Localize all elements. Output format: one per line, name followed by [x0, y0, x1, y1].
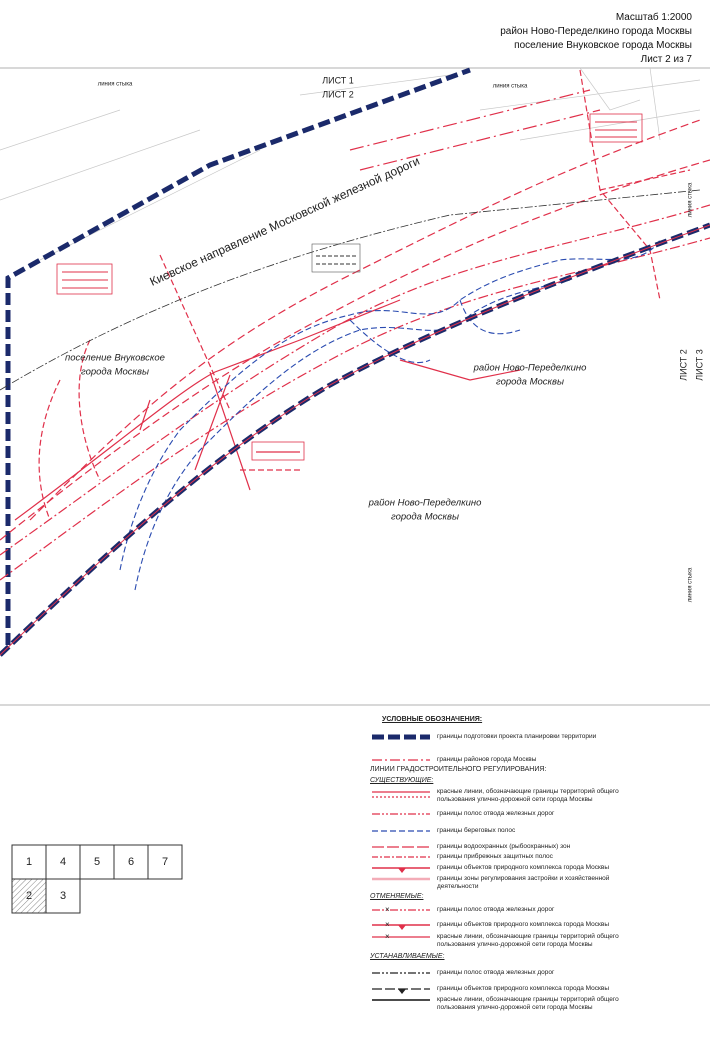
stamps [56, 113, 643, 461]
map-label: линия стыка [688, 182, 694, 217]
legend-sample [398, 925, 406, 930]
legend-cross: × [385, 920, 390, 929]
legend-label: границы полос отвода железных дорог [437, 906, 555, 913]
legend-label: границы районов города Москвы [437, 756, 537, 763]
sheet-label: ЛИСТ 2 [678, 349, 688, 381]
legend-label: красные линии, обозначающие границы терр… [437, 788, 619, 803]
scale: Масштаб 1:2000 [615, 12, 692, 23]
sheet-label: ЛИСТ 2 [322, 89, 354, 99]
legend-samples: × × × [372, 734, 430, 1001]
legend-label: границы объектов природного комплекса го… [437, 864, 609, 871]
legend-label: границы водоохранных (рыбоохранных) зон [437, 843, 571, 850]
legend-heading: УСТАНАВЛИВАЕМЫЕ: [370, 953, 445, 960]
sheet-index: 1 4 5 6 7 2 3 [11, 844, 183, 914]
sheet-cell-label: 3 [60, 890, 66, 902]
sheet-number: Лист 2 из 7 [640, 54, 692, 65]
legend-label: границы полос отвода железных дорог [437, 969, 555, 976]
area-label: район Ново-Переделкино [368, 498, 482, 509]
area-label: район Ново-Переделкино [473, 363, 587, 374]
sheet-cell-label: 7 [162, 856, 168, 868]
railway-boundary [0, 222, 710, 657]
legend-label: границы объектов природного комплекса го… [437, 985, 609, 992]
header-line: поселение Внуковское города Москвы [514, 40, 692, 51]
sheet-label: ЛИСТ 3 [694, 349, 704, 381]
project-boundary [5, 67, 471, 645]
river-lines [119, 239, 661, 591]
legend-sample [398, 989, 406, 994]
legend-cross: × [385, 905, 390, 914]
header-line: район Ново-Переделкино города Москвы [500, 26, 692, 37]
sheet-cell [79, 844, 115, 880]
legend-label: границы прибрежных защитных полос [437, 853, 553, 860]
sheet-cell-label: 5 [94, 856, 100, 868]
legend-heading: СУЩЕСТВУЮЩИЕ: [370, 777, 434, 784]
railway-red [0, 224, 710, 656]
legend-label: границы зоны регулирования застройки и х… [437, 875, 610, 890]
area-label: города Москвы [391, 512, 459, 523]
area-label: города Москвы [81, 367, 149, 378]
sheet-cell [45, 878, 81, 914]
legend-cross: × [385, 932, 390, 941]
sheet-cell-label: 6 [128, 856, 134, 868]
sheet-label: ЛИСТ 1 [322, 75, 354, 85]
legend-label: границы полос отвода железных дорог [437, 810, 555, 817]
railway-strip [0, 189, 701, 391]
area-label: города Москвы [496, 377, 564, 388]
legend-label: границы подготовки проекта планировки те… [437, 733, 597, 740]
sheet-cell [113, 844, 149, 880]
legend-label: красные линии, обозначающие границы терр… [437, 996, 619, 1011]
sheet-cell-label: 2 [26, 890, 32, 902]
sheet-cell-label: 1 [26, 856, 32, 868]
sheet-cell [11, 844, 47, 880]
background-lines [0, 67, 701, 261]
area-label: поселение Внуковское [65, 353, 165, 364]
map-label: линия стыка [688, 567, 694, 602]
legend-heading: ЛИНИИ ГРАДОСТРОИТЕЛЬНОГО РЕГУЛИРОВАНИЯ: [370, 766, 547, 773]
sheet-cell-label: 4 [60, 856, 66, 868]
map-label: линия стыка [493, 84, 528, 90]
legend-heading: ОТМЕНЯЕМЫЕ: [370, 893, 424, 900]
map-label: линия стыка [98, 82, 133, 88]
railway-label: Киевское направление Московской железной… [148, 154, 422, 289]
legend-label: красные линии, обозначающие границы терр… [437, 933, 619, 948]
legend-label: границы объектов природного комплекса го… [437, 921, 609, 928]
legend-label: границы береговых полос [437, 827, 516, 834]
legend-title: УСЛОВНЫЕ ОБОЗНАЧЕНИЯ: [382, 716, 483, 723]
red-lines [0, 69, 710, 581]
legend-sample [398, 868, 406, 873]
sheet-cell [147, 844, 183, 880]
